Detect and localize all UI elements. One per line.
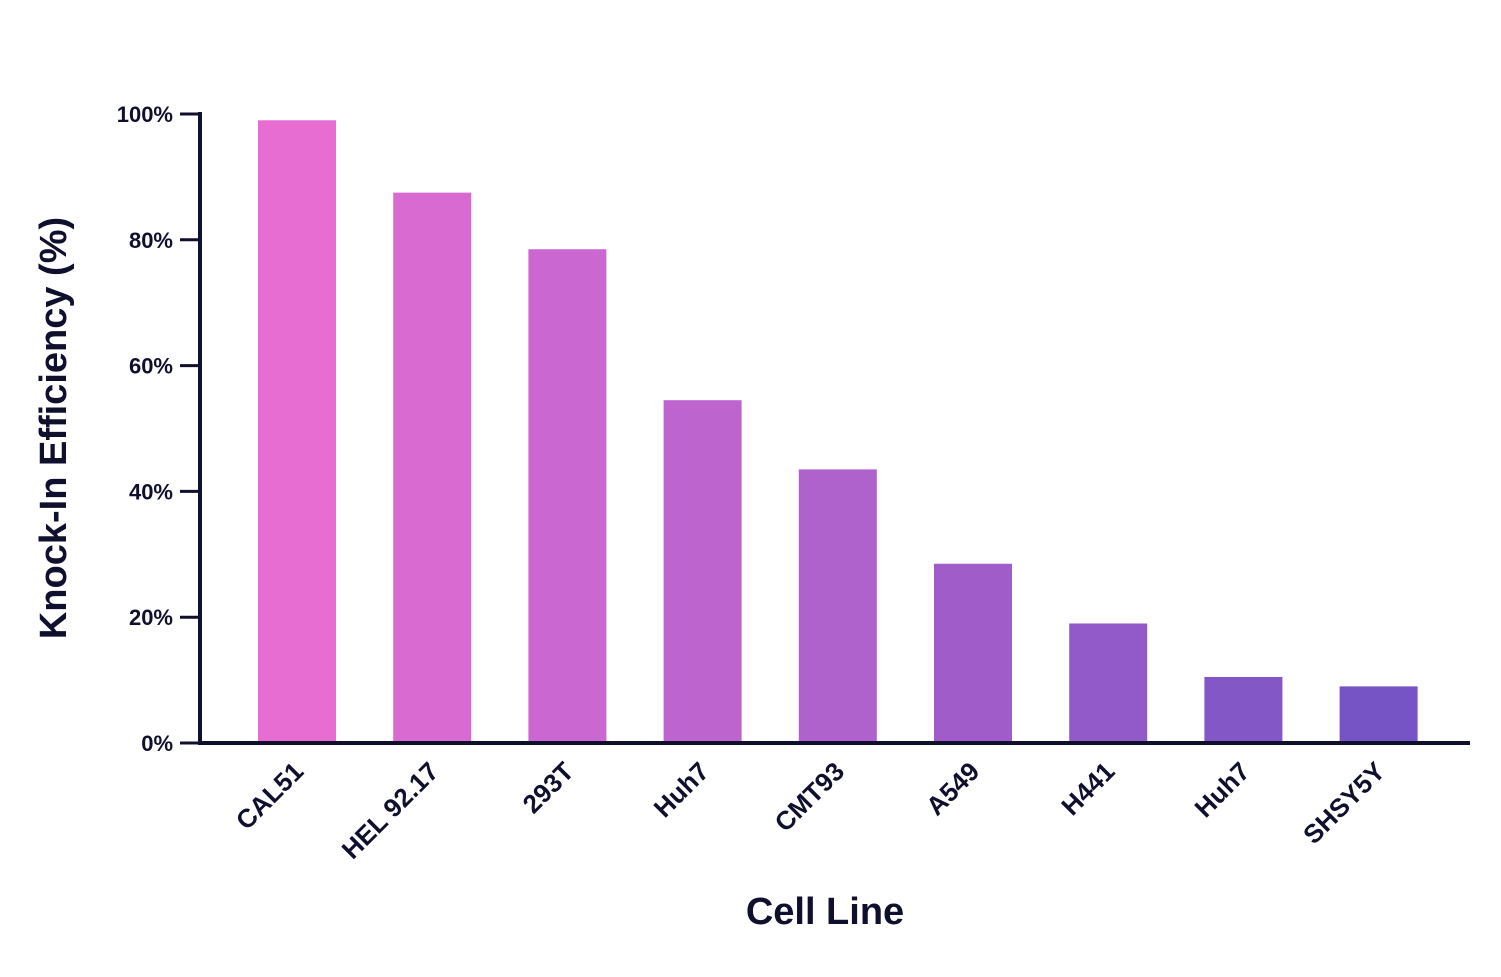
x-tick-label: A549 [920,756,985,821]
bar-3 [528,249,607,744]
bar-8 [1204,676,1283,743]
x-tick-label: HEL 92.17 [336,756,445,865]
x-tick-label: Huh7 [648,756,715,823]
y-tick-label: 40% [129,479,173,504]
x-tick-label: SHSY5Y [1297,756,1391,850]
bar-7 [1069,623,1148,743]
x-tick-label: CMT93 [769,756,850,837]
x-tick-label: H441 [1055,756,1120,821]
bar-9 [1339,686,1418,743]
x-tick-label: Huh7 [1188,756,1255,823]
bar-5 [798,469,877,743]
x-tick-label: 293T [517,756,580,819]
bars-group [258,120,1418,744]
y-tick-label: 20% [129,605,173,630]
y-tick-label: 0% [141,731,173,756]
bar-4 [663,400,742,743]
y-tick-label: 60% [129,354,173,379]
x-axis-tick-labels: CAL51 HEL 92.17 293T Huh7 CMT93 A549 H441 Huh7 S… [230,756,1391,865]
x-tick-label: CAL51 [230,756,309,835]
bar-1 [258,120,336,744]
y-axis-ticks: 0% 20% 40% 60% 80% 100% [117,102,200,756]
x-axis-title: Cell Line [746,891,904,933]
y-tick-label: 80% [129,228,173,253]
bar-2 [393,192,472,743]
bar-6 [934,563,1012,743]
y-axis-title: Knock-In Efficiency (%) [33,217,75,639]
y-tick-label: 100% [117,102,173,127]
